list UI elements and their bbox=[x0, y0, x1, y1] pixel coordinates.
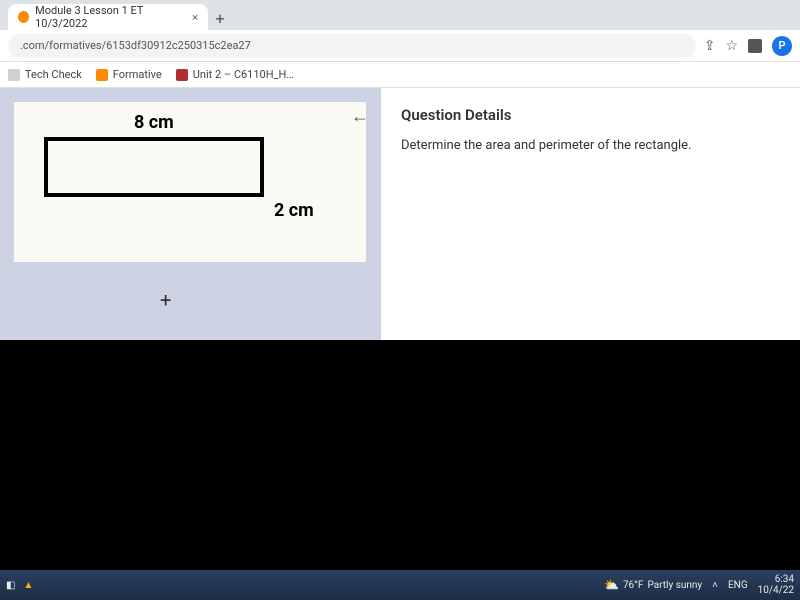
bookmark-label: Formative bbox=[113, 68, 162, 81]
clock-time: 6:34 bbox=[758, 574, 794, 585]
bookmark-icon bbox=[96, 69, 108, 81]
bookmark-item[interactable]: Formative bbox=[96, 68, 162, 81]
address-bar: .com/formatives/6153df30912c250315c2ea27… bbox=[0, 30, 800, 62]
browser-window: Module 3 Lesson 1 ET 10/3/2022 × + .com/… bbox=[0, 0, 800, 340]
weather-desc: Partly sunny bbox=[647, 580, 702, 591]
weather-widget[interactable]: ⛅ 76°F Partly sunny bbox=[604, 578, 702, 592]
tab-favicon bbox=[18, 11, 29, 23]
figure-canvas: 8 cm 2 cm bbox=[14, 102, 366, 262]
clock[interactable]: 6:34 10/4/22 bbox=[758, 574, 794, 596]
rectangle-shape bbox=[44, 137, 264, 197]
question-text: Determine the area and perimeter of the … bbox=[401, 138, 780, 153]
tab-title: Module 3 Lesson 1 ET 10/3/2022 bbox=[35, 4, 186, 30]
bookmark-item[interactable]: Unit 2 – C6110H_H… bbox=[176, 68, 294, 81]
weather-temp: 76°F bbox=[623, 580, 644, 591]
new-tab-button[interactable]: + bbox=[208, 6, 232, 30]
width-label: 8 cm bbox=[134, 112, 174, 133]
extension-icon[interactable] bbox=[748, 39, 762, 53]
content-area: 8 cm 2 cm + ← Question Details Determine… bbox=[0, 88, 800, 340]
profile-avatar[interactable]: P bbox=[772, 36, 792, 56]
bookmark-item[interactable]: Tech Check bbox=[8, 68, 82, 81]
start-icon[interactable]: ◧ bbox=[6, 580, 15, 591]
clock-date: 10/4/22 bbox=[758, 585, 794, 596]
bookmark-label: Tech Check bbox=[25, 68, 82, 81]
taskbar: ◧ ▲ ⛅ 76°F Partly sunny ˄ ENG 6:34 10/4/… bbox=[0, 570, 800, 600]
panel-title: Question Details bbox=[401, 106, 780, 124]
bookmark-icon bbox=[8, 69, 20, 81]
question-panel: ← Question Details Determine the area an… bbox=[380, 88, 800, 340]
taskbar-right: ⛅ 76°F Partly sunny ˄ ENG 6:34 10/4/22 bbox=[604, 574, 794, 596]
url-input[interactable]: .com/formatives/6153df30912c250315c2ea27 bbox=[8, 34, 696, 58]
taskbar-left: ◧ ▲ bbox=[6, 580, 33, 591]
tab-bar: Module 3 Lesson 1 ET 10/3/2022 × + bbox=[0, 0, 800, 30]
share-icon[interactable]: ⇪ bbox=[704, 38, 716, 54]
close-icon[interactable]: × bbox=[192, 11, 198, 24]
height-label: 2 cm bbox=[274, 200, 314, 221]
task-app-icon[interactable]: ▲ bbox=[23, 580, 33, 591]
bookmark-label: Unit 2 – C6110H_H… bbox=[193, 68, 294, 81]
tray-chevron-icon[interactable]: ˄ bbox=[712, 580, 718, 591]
bookmark-icon bbox=[176, 69, 188, 81]
browser-tab[interactable]: Module 3 Lesson 1 ET 10/3/2022 × bbox=[8, 4, 208, 30]
weather-icon: ⛅ bbox=[604, 578, 619, 592]
toolbar-icons: ⇪ ☆ P bbox=[704, 36, 792, 56]
back-arrow-icon[interactable]: ← bbox=[351, 106, 369, 127]
bookmarks-bar: Tech Check Formative Unit 2 – C6110H_H… bbox=[0, 62, 800, 88]
language-indicator[interactable]: ENG bbox=[728, 580, 748, 591]
cursor-icon: + bbox=[160, 288, 171, 312]
star-icon[interactable]: ☆ bbox=[725, 38, 738, 54]
figure-panel: 8 cm 2 cm + bbox=[0, 88, 380, 340]
